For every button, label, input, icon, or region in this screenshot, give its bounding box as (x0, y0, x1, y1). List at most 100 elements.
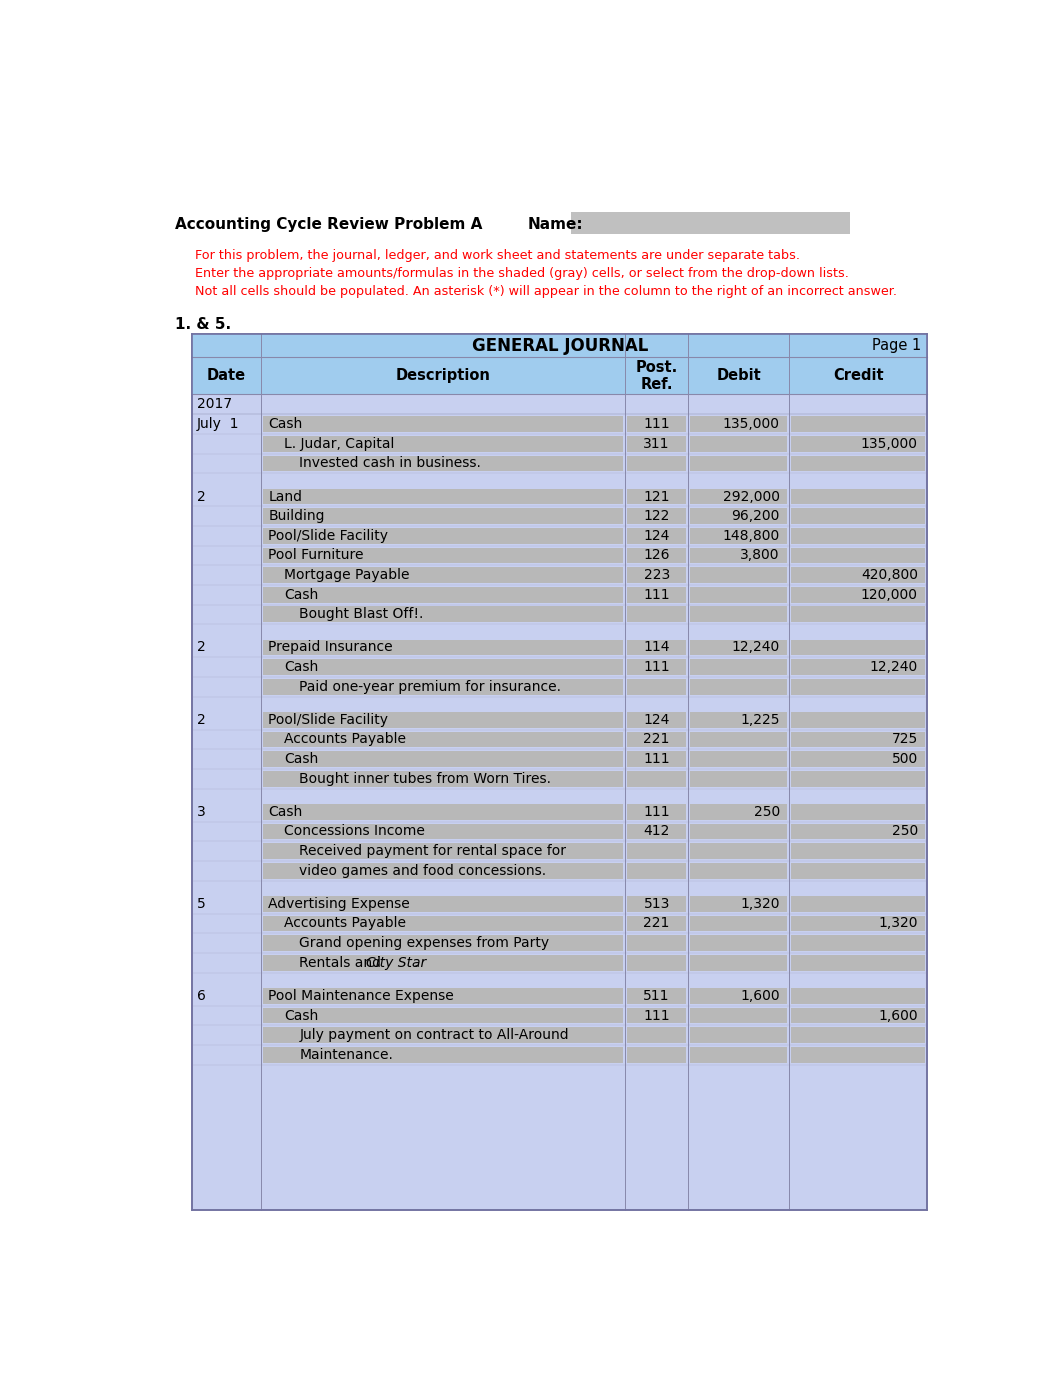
Text: 96,200: 96,200 (732, 509, 780, 523)
Text: 420,800: 420,800 (861, 569, 918, 582)
Text: 135,000: 135,000 (861, 437, 918, 450)
Text: 1. & 5.: 1. & 5. (175, 317, 232, 332)
FancyBboxPatch shape (791, 489, 925, 504)
FancyBboxPatch shape (262, 489, 623, 504)
Text: 2: 2 (198, 490, 206, 504)
FancyBboxPatch shape (262, 954, 623, 971)
Text: Cash: Cash (269, 417, 303, 431)
FancyBboxPatch shape (690, 863, 787, 879)
FancyBboxPatch shape (262, 416, 623, 432)
FancyBboxPatch shape (690, 489, 787, 504)
FancyBboxPatch shape (262, 660, 623, 675)
Text: Land: Land (269, 490, 303, 504)
FancyBboxPatch shape (627, 896, 686, 912)
FancyBboxPatch shape (262, 823, 623, 840)
FancyBboxPatch shape (690, 416, 787, 432)
Text: Mortgage Payable: Mortgage Payable (284, 569, 409, 582)
Text: 135,000: 135,000 (723, 417, 780, 431)
Text: 725: 725 (892, 733, 918, 746)
FancyBboxPatch shape (791, 752, 925, 767)
FancyBboxPatch shape (690, 456, 787, 471)
FancyBboxPatch shape (627, 587, 686, 603)
Text: .: . (413, 956, 417, 969)
FancyBboxPatch shape (192, 358, 927, 394)
FancyBboxPatch shape (627, 548, 686, 563)
FancyBboxPatch shape (627, 1047, 686, 1063)
FancyBboxPatch shape (791, 843, 925, 859)
Text: 111: 111 (644, 804, 670, 819)
FancyBboxPatch shape (627, 416, 686, 432)
Text: 114: 114 (644, 640, 670, 654)
Text: Date: Date (207, 368, 246, 383)
Text: 121: 121 (644, 490, 670, 504)
Text: 2: 2 (198, 640, 206, 654)
FancyBboxPatch shape (262, 1027, 623, 1042)
FancyBboxPatch shape (262, 508, 623, 525)
FancyBboxPatch shape (627, 679, 686, 694)
FancyBboxPatch shape (690, 987, 787, 1004)
Text: 1,320: 1,320 (740, 896, 780, 910)
Text: Grand opening expenses from Party: Grand opening expenses from Party (299, 936, 549, 950)
Text: Enter the appropriate amounts/formulas in the shaded (gray) cells, or select fro: Enter the appropriate amounts/formulas i… (194, 267, 849, 281)
Text: Bought inner tubes from Worn Tires.: Bought inner tubes from Worn Tires. (299, 771, 551, 786)
FancyBboxPatch shape (262, 437, 623, 452)
Text: 126: 126 (644, 548, 670, 562)
Text: July payment on contract to All-Around: July payment on contract to All-Around (299, 1029, 569, 1042)
Text: Rentals and: Rentals and (299, 956, 386, 969)
FancyBboxPatch shape (627, 508, 686, 525)
FancyBboxPatch shape (690, 548, 787, 563)
FancyBboxPatch shape (262, 527, 623, 544)
Text: 2017: 2017 (198, 398, 233, 412)
FancyBboxPatch shape (791, 987, 925, 1004)
FancyBboxPatch shape (690, 896, 787, 912)
FancyBboxPatch shape (262, 548, 623, 563)
FancyBboxPatch shape (791, 606, 925, 622)
Text: 292,000: 292,000 (723, 490, 780, 504)
Text: Description: Description (395, 368, 491, 383)
Text: Cash: Cash (269, 804, 303, 819)
FancyBboxPatch shape (690, 771, 787, 786)
FancyBboxPatch shape (690, 823, 787, 840)
Text: 5: 5 (198, 896, 206, 910)
FancyBboxPatch shape (627, 1008, 686, 1023)
FancyBboxPatch shape (791, 527, 925, 544)
FancyBboxPatch shape (690, 935, 787, 952)
Text: Paid one-year premium for insurance.: Paid one-year premium for insurance. (299, 680, 562, 694)
FancyBboxPatch shape (627, 606, 686, 622)
FancyBboxPatch shape (690, 508, 787, 525)
Text: Cash: Cash (284, 752, 319, 766)
FancyBboxPatch shape (791, 508, 925, 525)
Text: 250: 250 (754, 804, 780, 819)
Text: 111: 111 (644, 417, 670, 431)
Text: 250: 250 (892, 825, 918, 839)
FancyBboxPatch shape (791, 567, 925, 582)
FancyBboxPatch shape (627, 456, 686, 471)
Text: 513: 513 (644, 896, 670, 910)
Text: Concessions Income: Concessions Income (284, 825, 425, 839)
FancyBboxPatch shape (791, 916, 925, 931)
FancyBboxPatch shape (690, 1047, 787, 1063)
Text: video games and food concessions.: video games and food concessions. (299, 863, 547, 877)
Text: 148,800: 148,800 (722, 529, 780, 543)
FancyBboxPatch shape (791, 731, 925, 748)
FancyBboxPatch shape (192, 335, 927, 358)
Text: 223: 223 (644, 569, 670, 582)
Text: 221: 221 (644, 917, 670, 931)
Text: 500: 500 (892, 752, 918, 766)
FancyBboxPatch shape (627, 731, 686, 748)
Text: 2: 2 (198, 713, 206, 727)
FancyBboxPatch shape (791, 804, 925, 819)
Text: 511: 511 (644, 989, 670, 1002)
Text: L. Judar, Capital: L. Judar, Capital (284, 437, 394, 450)
FancyBboxPatch shape (262, 896, 623, 912)
FancyBboxPatch shape (627, 567, 686, 582)
FancyBboxPatch shape (262, 731, 623, 748)
Text: 1,320: 1,320 (878, 917, 918, 931)
Text: 111: 111 (644, 1008, 670, 1023)
FancyBboxPatch shape (690, 660, 787, 675)
FancyBboxPatch shape (627, 823, 686, 840)
FancyBboxPatch shape (192, 335, 927, 1210)
FancyBboxPatch shape (690, 587, 787, 603)
FancyBboxPatch shape (791, 639, 925, 655)
FancyBboxPatch shape (627, 660, 686, 675)
